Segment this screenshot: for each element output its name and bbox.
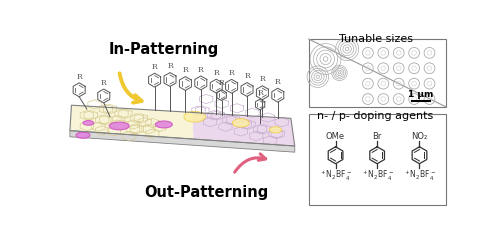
Text: $^+$N$_2$BF$_4^-$: $^+$N$_2$BF$_4^-$ <box>403 169 436 183</box>
Polygon shape <box>192 112 295 146</box>
Text: Tunable sizes: Tunable sizes <box>338 34 412 43</box>
Ellipse shape <box>109 122 129 130</box>
Text: R: R <box>275 78 280 86</box>
Text: R: R <box>182 66 188 74</box>
Text: 1 μm: 1 μm <box>408 90 434 99</box>
Polygon shape <box>70 131 295 152</box>
Text: $^+$N$_2$BF$_4^-$: $^+$N$_2$BF$_4^-$ <box>319 169 352 183</box>
Ellipse shape <box>232 119 250 127</box>
Text: NO₂: NO₂ <box>412 132 428 141</box>
Text: R: R <box>214 69 219 77</box>
Text: R: R <box>228 69 234 77</box>
Text: $^+$N$_2$BF$_4^-$: $^+$N$_2$BF$_4^-$ <box>360 169 394 183</box>
Text: Br: Br <box>372 132 382 141</box>
Text: R: R <box>257 89 263 97</box>
Ellipse shape <box>156 121 172 128</box>
Text: R: R <box>260 75 266 83</box>
Ellipse shape <box>76 132 90 138</box>
Ellipse shape <box>83 121 94 125</box>
Text: Out-Patterning: Out-Patterning <box>144 185 268 200</box>
Text: R: R <box>76 73 82 81</box>
Text: In-Patterning: In-Patterning <box>108 42 219 57</box>
Polygon shape <box>70 105 194 139</box>
Ellipse shape <box>270 127 281 133</box>
Text: R: R <box>198 66 203 74</box>
Bar <box>308 39 446 107</box>
Text: R: R <box>101 79 106 87</box>
Text: R: R <box>167 62 173 70</box>
Text: OMe: OMe <box>326 132 345 141</box>
Ellipse shape <box>184 111 206 122</box>
Text: n- / p- doping agents: n- / p- doping agents <box>318 111 434 121</box>
Text: R: R <box>152 63 158 71</box>
Text: R: R <box>218 79 224 87</box>
Text: R: R <box>244 72 250 80</box>
Bar <box>308 114 446 205</box>
